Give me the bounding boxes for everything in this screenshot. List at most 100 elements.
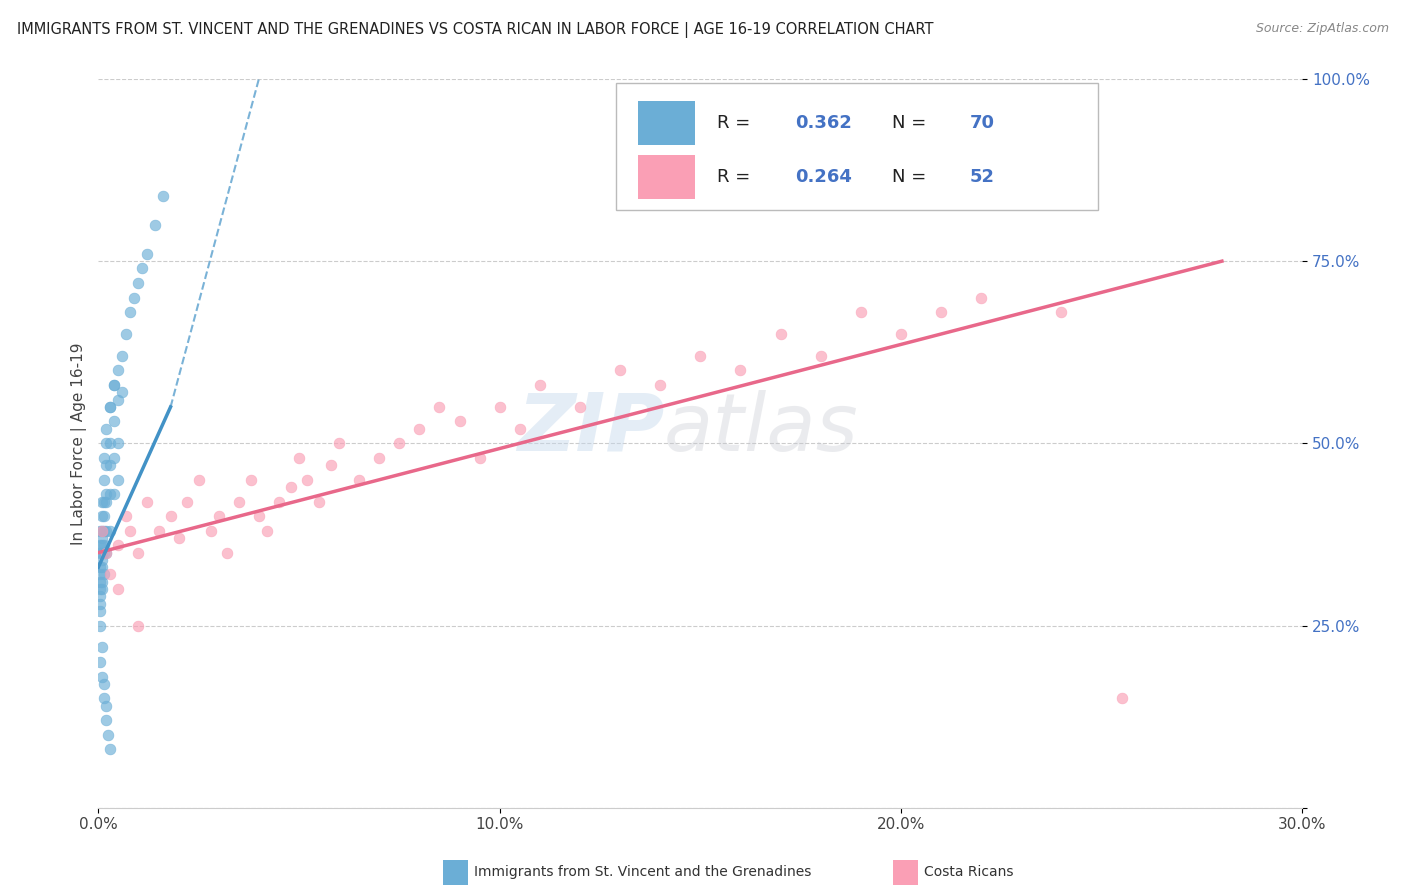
Y-axis label: In Labor Force | Age 16-19: In Labor Force | Age 16-19	[72, 342, 87, 545]
Text: atlas: atlas	[664, 390, 859, 467]
Text: R =: R =	[717, 113, 756, 132]
Point	[103, 378, 125, 392]
Point	[103, 450, 125, 465]
Point	[167, 531, 190, 545]
Point	[449, 414, 471, 428]
Point	[256, 524, 278, 538]
Point	[93, 538, 115, 552]
Point	[96, 524, 118, 538]
Point	[89, 546, 111, 560]
Point	[89, 597, 111, 611]
Point	[328, 436, 350, 450]
Point	[124, 291, 146, 305]
Point	[91, 546, 114, 560]
Point	[1050, 305, 1073, 319]
Point	[107, 473, 129, 487]
Point	[429, 400, 451, 414]
Point	[103, 487, 125, 501]
Point	[100, 487, 122, 501]
Point	[120, 305, 142, 319]
Point	[280, 480, 302, 494]
Point	[91, 531, 114, 545]
Point	[107, 392, 129, 407]
Point	[849, 305, 872, 319]
Point	[187, 473, 209, 487]
Point	[100, 524, 122, 538]
Point	[93, 524, 115, 538]
Point	[91, 524, 114, 538]
Point	[810, 349, 832, 363]
Point	[100, 458, 122, 473]
Text: N =: N =	[891, 169, 932, 186]
Point	[568, 400, 591, 414]
Point	[96, 698, 118, 713]
Point	[91, 582, 114, 596]
Point	[488, 400, 510, 414]
Point	[509, 422, 531, 436]
Text: ZIP: ZIP	[517, 390, 664, 467]
Point	[96, 494, 118, 508]
Point	[89, 618, 111, 632]
Point	[115, 326, 138, 341]
Point	[107, 538, 129, 552]
Text: Immigrants from St. Vincent and the Grenadines: Immigrants from St. Vincent and the Gren…	[474, 865, 811, 880]
Point	[319, 458, 342, 473]
Point	[368, 450, 391, 465]
Point	[96, 713, 118, 727]
Text: Source: ZipAtlas.com: Source: ZipAtlas.com	[1256, 22, 1389, 36]
Point	[96, 546, 118, 560]
Point	[111, 349, 134, 363]
Point	[96, 436, 118, 450]
Bar	[638, 101, 696, 145]
Point	[135, 247, 157, 261]
Point	[91, 509, 114, 524]
Point	[89, 604, 111, 618]
Point	[159, 509, 181, 524]
Text: 52: 52	[970, 169, 995, 186]
Point	[730, 363, 752, 377]
Point	[93, 450, 115, 465]
Point	[200, 524, 222, 538]
Point	[215, 546, 238, 560]
Point	[91, 524, 114, 538]
Point	[127, 546, 149, 560]
Point	[152, 188, 174, 202]
Point	[267, 494, 290, 508]
Point	[929, 305, 952, 319]
Point	[89, 538, 111, 552]
Point	[127, 618, 149, 632]
Point	[769, 326, 792, 341]
Point	[93, 691, 115, 706]
Point	[100, 436, 122, 450]
Point	[100, 400, 122, 414]
Point	[100, 742, 122, 756]
Point	[91, 574, 114, 589]
Point	[107, 436, 129, 450]
Point	[111, 385, 134, 400]
Point	[228, 494, 250, 508]
Point	[96, 458, 118, 473]
Bar	[616, 83, 1098, 211]
Point	[115, 509, 138, 524]
Point	[91, 553, 114, 567]
Point	[93, 473, 115, 487]
Point	[100, 400, 122, 414]
Point	[103, 414, 125, 428]
Point	[468, 450, 491, 465]
Point	[93, 546, 115, 560]
Bar	[638, 155, 696, 199]
Point	[247, 509, 270, 524]
Point	[100, 567, 122, 582]
Point	[970, 291, 993, 305]
Point	[143, 218, 166, 232]
Point	[148, 524, 170, 538]
Point	[89, 560, 111, 574]
Point	[120, 524, 142, 538]
Point	[107, 363, 129, 377]
Point	[239, 473, 262, 487]
Point	[93, 567, 115, 582]
Point	[890, 326, 912, 341]
Text: 0.264: 0.264	[796, 169, 852, 186]
Point	[408, 422, 430, 436]
Point	[1111, 691, 1133, 706]
